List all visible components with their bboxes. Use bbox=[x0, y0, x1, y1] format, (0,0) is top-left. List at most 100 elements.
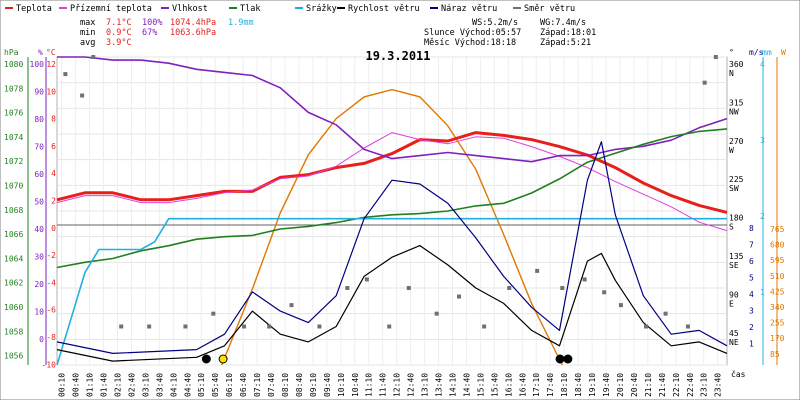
direction-tick: 45 bbox=[729, 329, 739, 338]
direction-tick-label: E bbox=[729, 299, 734, 308]
x-tick-label: 14:40 bbox=[462, 373, 471, 397]
x-tick-label: 05:40 bbox=[211, 373, 220, 397]
wind-direction-point bbox=[63, 72, 68, 77]
hpa-tick: 1068 bbox=[4, 206, 23, 215]
series-solar-line bbox=[221, 88, 563, 366]
x-tick-label: 02:10 bbox=[113, 373, 122, 397]
x-tick-label: 15:10 bbox=[476, 373, 485, 397]
x-tick-label: 12:10 bbox=[393, 373, 402, 397]
direction-tick-label: N bbox=[729, 69, 734, 78]
x-tick-label: 22:40 bbox=[686, 373, 695, 397]
x-tick-label: 12:40 bbox=[407, 373, 416, 397]
legend-label: Vlhkost bbox=[172, 4, 208, 14]
direction-tick: 315 bbox=[729, 98, 744, 107]
wind-direction-point bbox=[663, 311, 668, 316]
x-tick-label: 17:10 bbox=[532, 373, 541, 397]
legend-label: Teplota bbox=[16, 4, 52, 14]
hpa-tick: 1062 bbox=[4, 279, 23, 288]
wind-direction-point bbox=[345, 286, 350, 290]
percent-tick: 40 bbox=[34, 225, 44, 234]
celsius-tick: -10 bbox=[42, 360, 57, 369]
stats-temp: 3.9°C bbox=[106, 38, 132, 48]
series-line-p-zemn-teplota bbox=[56, 132, 728, 232]
hpa-tick: 1060 bbox=[4, 303, 23, 312]
stats-label: max bbox=[80, 18, 95, 28]
legend-label: Rychlost větru bbox=[348, 4, 420, 14]
wind-direction-point bbox=[119, 324, 124, 329]
x-tick-label: 00:10 bbox=[58, 373, 67, 397]
x-tick-label: 17:40 bbox=[546, 373, 555, 397]
x-tick-label: 09:10 bbox=[309, 373, 318, 397]
x-tick-label: 04:10 bbox=[169, 373, 178, 397]
x-tick-label: 07:40 bbox=[267, 373, 276, 397]
x-tick-label: 10:40 bbox=[351, 373, 360, 397]
hpa-tick: 1058 bbox=[4, 327, 23, 336]
wind-direction-point bbox=[602, 290, 607, 295]
x-tick-label: 07:10 bbox=[253, 373, 262, 397]
celsius-tick: 2 bbox=[51, 197, 56, 206]
wind-direction-point bbox=[644, 324, 649, 329]
x-tick-label: 03:40 bbox=[155, 373, 164, 397]
x-tick-label: 01:40 bbox=[100, 373, 109, 397]
direction-tick-label: NE bbox=[729, 338, 739, 347]
celsius-tick: 0 bbox=[51, 224, 56, 233]
stats-label: avg bbox=[80, 38, 95, 48]
x-tick-label: 15:40 bbox=[490, 373, 499, 397]
x-tick-label: 18:40 bbox=[574, 373, 583, 397]
x-axis-label: čas bbox=[731, 369, 746, 379]
hpa-tick: 1076 bbox=[4, 109, 23, 118]
percent-tick: 0 bbox=[39, 335, 44, 344]
series-line-teplota bbox=[56, 131, 728, 214]
legend-label: Směr větru bbox=[524, 4, 575, 14]
wind-direction-point bbox=[618, 303, 623, 308]
ms-tick: 6 bbox=[749, 257, 754, 266]
celsius-tick: -6 bbox=[46, 306, 56, 315]
x-tick-label: 13:40 bbox=[435, 373, 444, 397]
percent-tick: 20 bbox=[34, 280, 44, 289]
direction-tick: 135 bbox=[729, 252, 744, 261]
legend-label: Tlak bbox=[240, 4, 260, 14]
direction-tick: 90 bbox=[729, 290, 739, 299]
x-tick-label: 06:10 bbox=[225, 373, 234, 397]
direction-tick: 180 bbox=[729, 214, 744, 223]
stats-pressure: 1063.6hPa bbox=[170, 28, 216, 38]
hpa-tick: 1066 bbox=[4, 230, 23, 239]
legend-label: Náraz větru bbox=[441, 4, 497, 14]
direction-tick: 360 bbox=[729, 60, 744, 69]
w-axis-title: W bbox=[781, 48, 786, 57]
x-tick-label: 16:10 bbox=[504, 373, 513, 397]
x-tick-label: 02:40 bbox=[127, 373, 136, 397]
chart-title: 19.3.2011 bbox=[365, 49, 430, 63]
wind-direction-point bbox=[406, 286, 411, 290]
wind-direction-point bbox=[183, 324, 188, 329]
hpa-axis-title: hPa bbox=[4, 48, 19, 57]
stats-pressure: 1074.4hPa bbox=[170, 18, 216, 28]
series-layer bbox=[56, 55, 728, 366]
x-tick-label: 19:40 bbox=[602, 373, 611, 397]
x-tick-label: 03:10 bbox=[141, 373, 150, 397]
grid bbox=[57, 56, 727, 366]
x-tick-label: 16:40 bbox=[518, 373, 527, 397]
stats-block: max 7.1°C 100% 1074.4hPa 1.9mm min 0.9°C 67% 106… bbox=[80, 18, 596, 48]
percent-tick: 80 bbox=[34, 115, 44, 124]
legend-label: Srážky bbox=[306, 4, 337, 14]
stats-sunset: Západ:18:01 bbox=[540, 28, 596, 38]
stats-temp: 0.9°C bbox=[106, 28, 132, 38]
direction-tick-label: NW bbox=[729, 107, 739, 116]
ms-tick: 2 bbox=[749, 323, 754, 332]
x-tick-label: 19:10 bbox=[588, 373, 597, 397]
stats-humidity: 100% bbox=[142, 18, 162, 28]
x-tick-label: 23:40 bbox=[714, 373, 723, 397]
wind-direction-point bbox=[457, 294, 461, 299]
stats-humidity: 67% bbox=[142, 28, 157, 38]
x-tick-label: 18:10 bbox=[560, 373, 569, 397]
wind-direction-point bbox=[702, 80, 707, 85]
legend: Teplota Přízemní teplota Vlhkost Tlak Srážky… bbox=[5, 4, 575, 14]
wind-direction-point bbox=[80, 93, 85, 98]
ms-axis-title: m/s bbox=[749, 48, 764, 57]
stats-temp: 7.1°C bbox=[106, 18, 132, 28]
direction-tick-label: S bbox=[729, 223, 734, 232]
x-tick-label: 20:40 bbox=[630, 373, 639, 397]
ms-tick: 4 bbox=[749, 290, 754, 299]
